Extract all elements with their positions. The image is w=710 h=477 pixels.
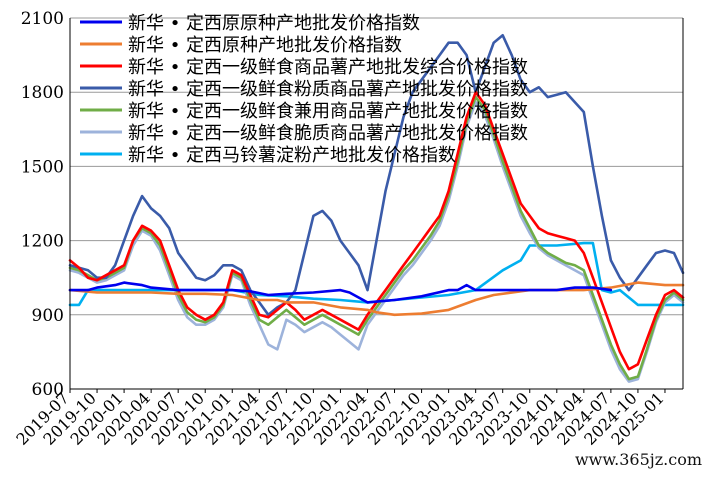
- y-tick-label: 900: [32, 306, 64, 326]
- series-line: [68, 34, 685, 317]
- legend-label: 新华 • 定西一级鲜食脆质商品薯产地批发价格指数: [128, 123, 528, 144]
- series-line: [68, 281, 685, 317]
- series-line: [68, 95, 685, 381]
- legend-label: 新华 • 定西一级鲜食粉质商品薯产地批发价格指数: [128, 79, 528, 100]
- legend-label: 新华 • 定西马铃薯淀粉产地批发价格指数: [128, 145, 456, 166]
- legend-label: 新华 • 定西一级鲜食兼用商品薯产地批发价格指数: [128, 101, 528, 122]
- series-lines: [68, 34, 685, 383]
- legend-label: 新华 • 定西一级鲜食商品薯产地批发综合价格指数: [128, 57, 528, 78]
- y-tick-label: 1200: [21, 232, 64, 252]
- y-tick-label: 1800: [21, 83, 64, 103]
- y-tick-label: 600: [32, 380, 64, 400]
- watermark-text: www.365jz.com: [574, 450, 702, 469]
- legend-label: 新华 • 定西原种产地批发价格指数: [128, 35, 402, 56]
- series-line: [68, 281, 613, 304]
- legend-label: 新华 • 定西原原种产地批发价格指数: [128, 13, 420, 34]
- y-tick-label: 2100: [21, 9, 64, 29]
- y-tick-label: 1500: [21, 157, 64, 177]
